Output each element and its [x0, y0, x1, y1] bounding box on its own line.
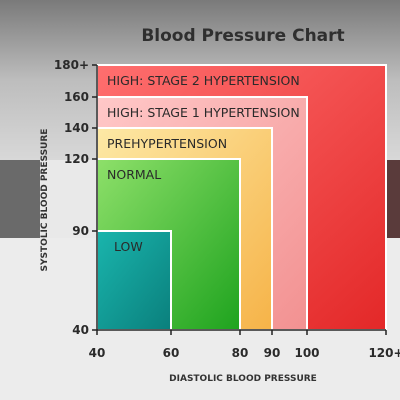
y-tick-label: 140 — [64, 121, 89, 135]
zone-label-low: LOW — [114, 239, 143, 254]
x-tick-label: 40 — [89, 346, 106, 360]
x-tick-label: 90 — [264, 346, 281, 360]
left-background-band — [0, 160, 40, 238]
chart-title: Blood Pressure Chart — [141, 26, 345, 46]
y-tick-label: 90 — [72, 224, 89, 238]
y-tick-label: 40 — [72, 323, 89, 337]
x-axis-label: DIASTOLIC BLOOD PRESSURE — [169, 374, 317, 384]
y-tick-label: 160 — [64, 90, 89, 104]
y-tick-label: 120 — [64, 152, 89, 166]
zone-label-high-stage-2-hypertension: HIGH: STAGE 2 HYPERTENSION — [107, 73, 300, 88]
x-tick-label: 60 — [163, 346, 180, 360]
zone-low — [96, 230, 172, 331]
zone-label-high-stage-1-hypertension: HIGH: STAGE 1 HYPERTENSION — [107, 105, 300, 120]
y-tick-label: 180+ — [54, 58, 89, 72]
zone-label-normal: NORMAL — [107, 167, 161, 182]
zone-label-prehypertension: PREHYPERTENSION — [107, 136, 227, 151]
x-tick-label: 100 — [294, 346, 319, 360]
x-tick-label: 120+ — [368, 346, 400, 360]
x-tick-label: 80 — [232, 346, 249, 360]
